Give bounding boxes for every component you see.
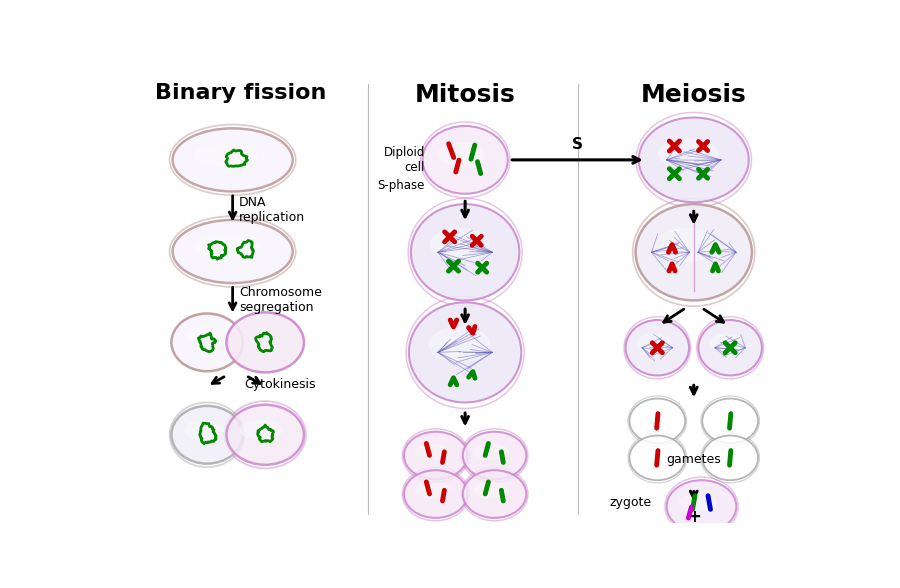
Text: gametes: gametes <box>666 453 721 466</box>
Ellipse shape <box>463 432 526 479</box>
Ellipse shape <box>712 446 742 462</box>
Ellipse shape <box>415 443 450 460</box>
Text: DNA
replication: DNA replication <box>238 196 305 224</box>
Ellipse shape <box>437 143 484 166</box>
Ellipse shape <box>411 204 519 300</box>
Ellipse shape <box>667 480 736 533</box>
Ellipse shape <box>404 470 467 518</box>
Ellipse shape <box>635 204 752 300</box>
Text: S: S <box>572 137 583 152</box>
Ellipse shape <box>430 228 490 262</box>
Ellipse shape <box>227 405 304 465</box>
Text: S-phase: S-phase <box>377 179 425 192</box>
Text: zygote: zygote <box>609 496 651 509</box>
Ellipse shape <box>656 228 720 262</box>
Ellipse shape <box>629 399 685 443</box>
Ellipse shape <box>171 406 243 464</box>
Ellipse shape <box>422 126 508 194</box>
Text: Mitosis: Mitosis <box>415 83 516 107</box>
Ellipse shape <box>679 493 717 512</box>
Ellipse shape <box>240 419 283 440</box>
Text: Diploid
cell: Diploid cell <box>383 146 425 174</box>
Ellipse shape <box>171 313 243 371</box>
Ellipse shape <box>463 470 526 518</box>
Text: Binary fission: Binary fission <box>155 83 326 103</box>
Ellipse shape <box>173 220 292 283</box>
Ellipse shape <box>194 235 260 258</box>
Text: Meiosis: Meiosis <box>641 83 747 107</box>
Ellipse shape <box>194 144 260 166</box>
Ellipse shape <box>709 333 744 353</box>
Ellipse shape <box>428 327 491 362</box>
Ellipse shape <box>184 420 223 440</box>
Ellipse shape <box>404 432 467 479</box>
Ellipse shape <box>626 320 689 376</box>
Ellipse shape <box>702 436 758 480</box>
Ellipse shape <box>658 138 718 168</box>
Ellipse shape <box>409 302 521 402</box>
Ellipse shape <box>185 326 220 343</box>
Ellipse shape <box>227 312 304 372</box>
Ellipse shape <box>639 409 670 425</box>
Ellipse shape <box>639 446 670 462</box>
Ellipse shape <box>173 128 292 192</box>
Ellipse shape <box>698 320 762 376</box>
Ellipse shape <box>636 333 671 353</box>
Ellipse shape <box>702 399 758 443</box>
Text: Chromosome
segregation: Chromosome segregation <box>238 286 321 314</box>
Ellipse shape <box>629 436 685 480</box>
Ellipse shape <box>712 409 742 425</box>
Ellipse shape <box>474 482 508 499</box>
Ellipse shape <box>474 443 508 460</box>
Ellipse shape <box>639 118 749 202</box>
Text: +: + <box>687 508 701 526</box>
Ellipse shape <box>415 482 450 499</box>
Text: Cytokinesis: Cytokinesis <box>244 378 316 391</box>
